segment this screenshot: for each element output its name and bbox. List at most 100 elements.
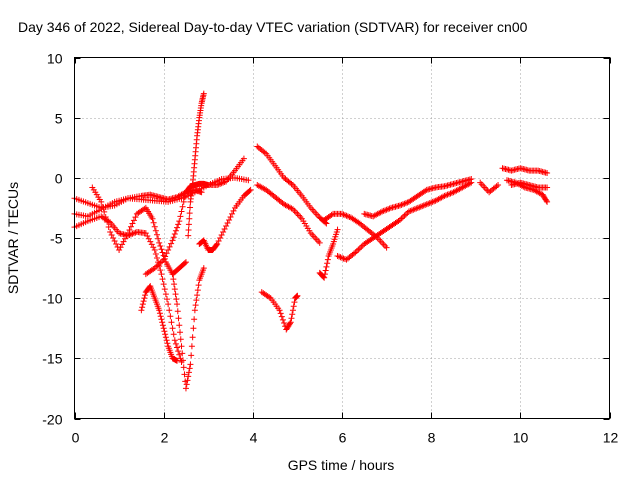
data-point <box>183 381 190 388</box>
data-point <box>386 205 393 212</box>
data-point <box>162 291 169 298</box>
data-point <box>176 322 183 329</box>
data-point <box>159 276 166 283</box>
x-tick-label: 4 <box>250 430 258 446</box>
data-point <box>177 336 184 343</box>
data-point <box>281 320 288 327</box>
series-track-e <box>142 155 247 278</box>
data-point <box>153 263 160 270</box>
data-point <box>217 235 224 241</box>
x-tick-label: 0 <box>72 430 80 446</box>
data-point <box>220 179 227 186</box>
data-point <box>221 225 228 232</box>
data-point <box>429 198 436 205</box>
data-point <box>413 205 420 212</box>
data-point <box>140 298 147 305</box>
data-point <box>169 271 176 278</box>
data-point <box>339 210 345 217</box>
data-point <box>286 320 293 327</box>
data-point <box>157 243 164 250</box>
data-point <box>223 222 230 229</box>
data-point <box>178 343 185 350</box>
data-point <box>168 240 175 247</box>
data-point <box>180 364 187 371</box>
data-point <box>191 307 198 314</box>
data-point <box>152 251 159 258</box>
data-point <box>138 307 145 314</box>
data-point <box>127 223 134 230</box>
data-point <box>170 234 177 241</box>
data-point <box>343 212 350 219</box>
data-point <box>341 212 348 219</box>
data-point <box>288 315 295 322</box>
data-point <box>495 182 502 189</box>
data-point <box>408 207 415 214</box>
data-point <box>164 340 171 347</box>
data-point <box>443 192 450 199</box>
data-point <box>176 218 183 225</box>
data-point <box>171 286 178 293</box>
series-track-k <box>254 182 323 246</box>
data-point <box>417 203 424 210</box>
data-point <box>441 192 448 199</box>
x-tick-label: 12 <box>603 430 619 446</box>
data-point <box>110 235 117 241</box>
data-point <box>261 149 268 156</box>
data-point <box>101 208 108 215</box>
data-point <box>414 204 421 211</box>
data-point <box>153 231 160 238</box>
data-point <box>321 274 328 281</box>
data-point <box>126 226 133 233</box>
data-point <box>151 223 158 230</box>
data-point <box>194 292 201 299</box>
data-point <box>416 204 423 211</box>
data-point <box>321 271 328 278</box>
data-point <box>180 198 187 205</box>
data-point <box>170 276 177 283</box>
data-point <box>188 343 195 350</box>
data-point <box>383 244 390 251</box>
data-point <box>181 260 188 267</box>
data-point <box>154 262 161 269</box>
data-point <box>341 256 348 263</box>
data-point <box>146 284 153 291</box>
data-point <box>132 214 139 221</box>
data-point <box>385 206 392 213</box>
data-point <box>246 187 253 194</box>
data-point <box>125 230 131 237</box>
series-track-j <box>254 143 330 227</box>
data-point <box>160 256 167 263</box>
data-point <box>116 247 123 254</box>
data-point <box>324 260 331 267</box>
y-tick-label: -20 <box>42 412 62 428</box>
data-point <box>396 216 403 223</box>
data-point <box>355 246 362 253</box>
data-point <box>215 181 222 188</box>
data-point <box>156 239 163 246</box>
y-tick-label: -10 <box>42 291 62 307</box>
data-point <box>316 239 323 246</box>
data-point <box>544 198 551 205</box>
data-point <box>289 307 296 314</box>
data-point <box>150 244 157 251</box>
series-track-m <box>316 226 341 281</box>
data-point <box>191 316 198 323</box>
data-point <box>422 187 429 194</box>
data-point <box>145 235 152 242</box>
data-point <box>171 281 178 288</box>
data-point <box>177 213 184 220</box>
data-point <box>245 177 252 184</box>
x-tick-label: 2 <box>161 430 169 446</box>
series-track-n <box>321 210 390 251</box>
data-point <box>448 189 455 196</box>
data-point <box>214 182 221 189</box>
data-point <box>182 259 189 266</box>
data-point <box>428 199 435 206</box>
y-tick-label: -15 <box>42 351 62 367</box>
data-point <box>213 242 220 249</box>
data-point <box>130 230 137 237</box>
data-point <box>287 319 294 326</box>
data-point <box>157 267 164 274</box>
data-point <box>224 219 231 226</box>
data-point <box>179 357 186 364</box>
